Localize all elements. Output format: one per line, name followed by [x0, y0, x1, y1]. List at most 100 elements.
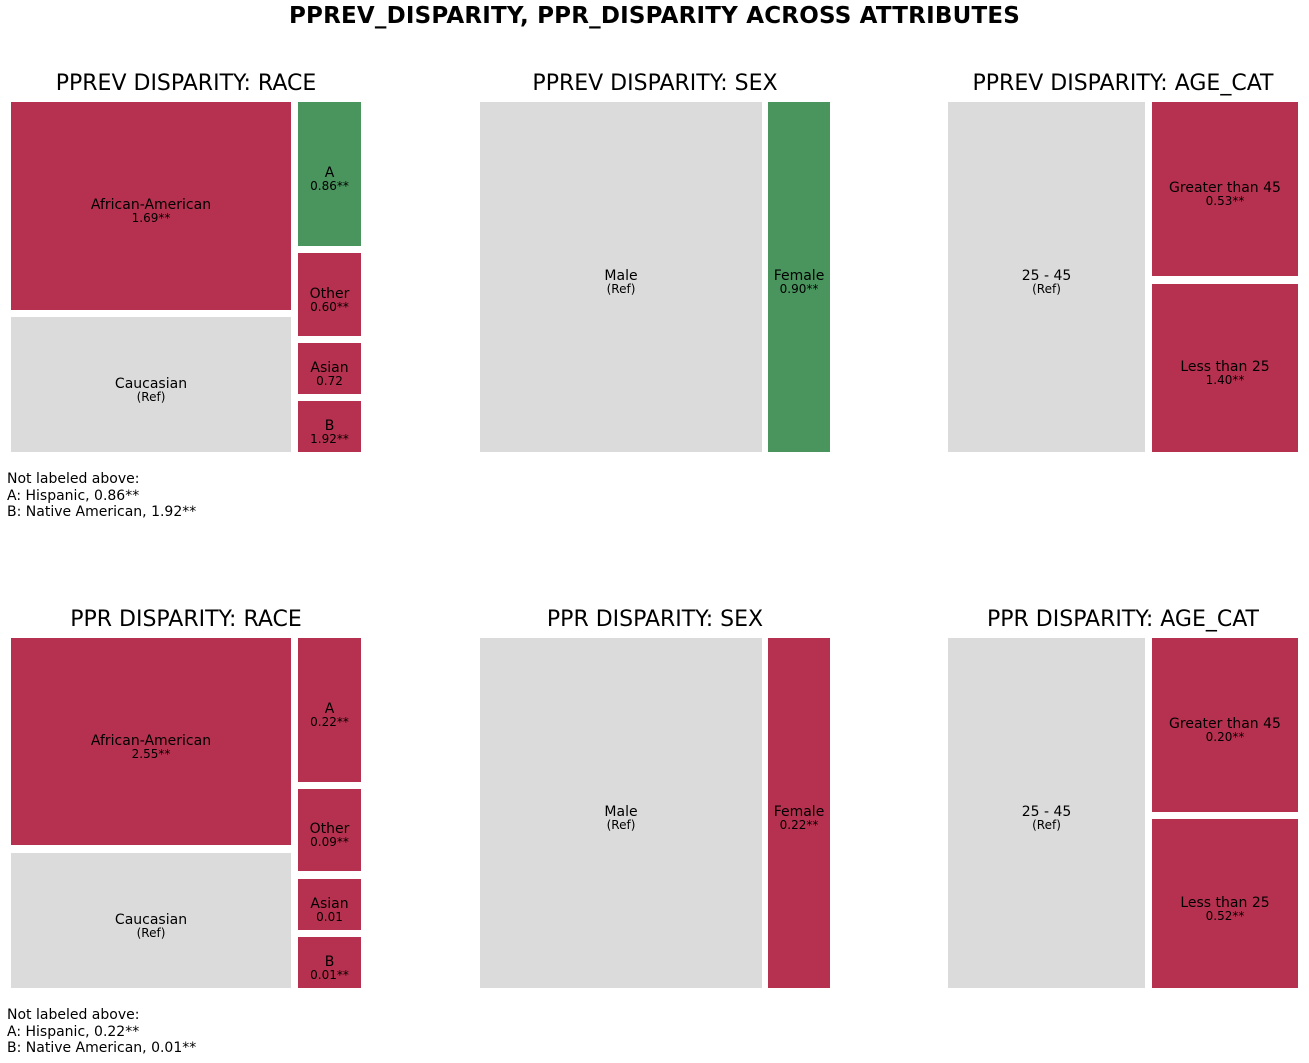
tile-value: 0.86**: [310, 179, 349, 193]
ppr-age-panel-title: PPR DISPARITY: AGE_CAT: [986, 607, 1259, 632]
tile-label-group: African-American 1.69**: [11, 198, 291, 224]
tile-label-group: 25 - 45 (Ref): [948, 269, 1145, 295]
tile-label-group: B 1.92**: [298, 419, 361, 445]
tile-value: (Ref): [1032, 818, 1061, 832]
tile-name: Female: [773, 268, 825, 284]
ppr-sex-panel-title: PPR DISPARITY: SEX: [546, 607, 764, 632]
notes-heading: Not labeled above:: [7, 1007, 140, 1023]
pprev-age-tile-less-than-25: Less than 25 1.40**: [1152, 284, 1298, 452]
notes-line-a: A: Hispanic, 0.22**: [7, 1023, 140, 1040]
tile-value: (Ref): [606, 818, 636, 832]
tile-label-group: Other 0.09**: [298, 822, 361, 848]
tile-label-group: Caucasian (Ref): [11, 377, 291, 403]
tile-name: Caucasian: [114, 375, 188, 392]
pprev-race-tile-b: B 1.92**: [298, 401, 361, 452]
tile-name: Male: [604, 268, 638, 284]
tile-label-group: Asian 0.01: [298, 897, 361, 923]
tile-value: 0.01: [316, 909, 343, 924]
tile-name: Less than 25: [1180, 894, 1270, 911]
tile-label-group: B 0.01**: [298, 955, 361, 981]
ppr-age-tile-less-than-25: Less than 25 0.52**: [1152, 819, 1298, 988]
pprev-race-notes: Not labeled above: A: Hispanic, 0.86** B…: [7, 471, 196, 521]
tile-name: Other: [309, 285, 350, 302]
tile-value: 0.53**: [1205, 194, 1245, 208]
ppr-race-tile-asian: Asian 0.01: [298, 879, 361, 930]
notes-line-a: A: Hispanic, 0.86**: [7, 487, 140, 504]
tile-name: 25 - 45: [1021, 268, 1072, 284]
ppr-race-panel-title: PPR DISPARITY: RACE: [70, 607, 302, 632]
tile-label-group: Greater than 45 0.20**: [1152, 717, 1298, 743]
tile-value: 0.22**: [779, 818, 819, 832]
tile-name: Asian: [310, 359, 349, 376]
ppr-age-tile-25-45: 25 - 45 (Ref): [948, 638, 1145, 988]
tile-value: (Ref): [136, 389, 166, 404]
tile-label-group: Less than 25 1.40**: [1152, 360, 1298, 386]
tile-label-group: Other 0.60**: [298, 287, 361, 313]
tile-value: 0.20**: [1205, 730, 1245, 744]
tile-label-group: Asian 0.72: [298, 361, 361, 387]
ppr-race-tile-african-american: African-American 2.55**: [11, 638, 291, 845]
tile-name: Male: [604, 804, 638, 820]
pprev-race-tile-other: Other 0.60**: [298, 253, 361, 336]
ppr-race-tile-other: Other 0.09**: [298, 789, 361, 871]
tile-name: Other: [309, 821, 350, 837]
pprev-sex-panel-title: PPREV DISPARITY: SEX: [532, 71, 778, 96]
tile-value: 0.60**: [310, 299, 349, 314]
tile-name: African-American: [90, 197, 212, 213]
tile-label-group: Caucasian (Ref): [11, 913, 291, 939]
tile-value: 0.72: [316, 373, 343, 388]
tile-name: 25 - 45: [1021, 804, 1072, 820]
tile-label-group: 25 - 45 (Ref): [948, 805, 1145, 831]
pprev-race-tile-african-american: African-American 1.69**: [11, 102, 291, 310]
tile-label-group: Female 0.90**: [768, 269, 830, 295]
tile-value: 0.52**: [1205, 908, 1245, 923]
tile-name: Asian: [310, 895, 349, 912]
tile-name: Caucasian: [114, 911, 188, 928]
notes-heading: Not labeled above:: [7, 471, 140, 487]
tile-name: B: [324, 417, 335, 434]
tile-label-group: Greater than 45 0.53**: [1152, 181, 1298, 207]
tile-value: 0.90**: [779, 282, 819, 296]
tile-value: (Ref): [136, 925, 166, 940]
pprev-race-panel-title: PPREV DISPARITY: RACE: [55, 71, 317, 96]
pprev-race-tile-a: A 0.86**: [298, 102, 361, 246]
tile-value: 1.40**: [1205, 373, 1245, 387]
tile-value: 0.22**: [310, 715, 349, 729]
tile-value: 2.55**: [131, 746, 171, 761]
tile-name: B: [324, 953, 335, 970]
pprev-race-tile-asian: Asian 0.72: [298, 343, 361, 394]
ppr-race-notes: Not labeled above: A: Hispanic, 0.22** B…: [7, 1007, 196, 1057]
tile-label-group: A 0.86**: [298, 166, 361, 192]
figure-title: PPREV_DISPARITY, PPR_DISPARITY ACROSS AT…: [288, 3, 1021, 29]
tile-value: (Ref): [1032, 282, 1061, 296]
notes-line-b: B: Native American, 0.01**: [7, 1040, 197, 1056]
tile-name: Greater than 45: [1169, 716, 1281, 732]
tile-name: A: [324, 165, 335, 181]
pprev-age-tile-25-45: 25 - 45 (Ref): [948, 102, 1145, 452]
pprev-sex-tile-female: Female 0.90**: [768, 102, 830, 452]
pprev-sex-tile-male: Male (Ref): [480, 102, 762, 452]
pprev-age-tile-greater-than-45: Greater than 45 0.53**: [1152, 102, 1298, 276]
tile-value: 0.01**: [310, 967, 349, 982]
ppr-race-tile-b: B 0.01**: [298, 937, 361, 988]
tile-value: 1.69**: [131, 211, 171, 225]
ppr-race-tile-a: A 0.22**: [298, 638, 361, 782]
tile-name: Female: [773, 804, 825, 820]
ppr-sex-tile-male: Male (Ref): [480, 638, 762, 988]
tile-value: 0.09**: [310, 835, 349, 849]
tile-value: 1.92**: [310, 431, 349, 446]
ppr-race-tile-caucasian: Caucasian (Ref): [11, 853, 291, 988]
ppr-sex-tile-female: Female 0.22**: [768, 638, 830, 988]
tile-label-group: African-American 2.55**: [11, 734, 291, 760]
pprev-age-panel-title: PPREV DISPARITY: AGE_CAT: [972, 71, 1274, 96]
tile-label-group: A 0.22**: [298, 702, 361, 728]
tile-value: (Ref): [606, 282, 636, 296]
tile-name: African-American: [90, 732, 212, 749]
tile-label-group: Male (Ref): [480, 805, 762, 831]
notes-line-b: B: Native American, 1.92**: [7, 504, 197, 520]
pprev-race-tile-caucasian: Caucasian (Ref): [11, 317, 291, 452]
tile-name: Less than 25: [1180, 359, 1270, 375]
ppr-age-tile-greater-than-45: Greater than 45 0.20**: [1152, 638, 1298, 812]
tile-label-group: Female 0.22**: [768, 805, 830, 831]
tile-name: A: [324, 701, 335, 717]
